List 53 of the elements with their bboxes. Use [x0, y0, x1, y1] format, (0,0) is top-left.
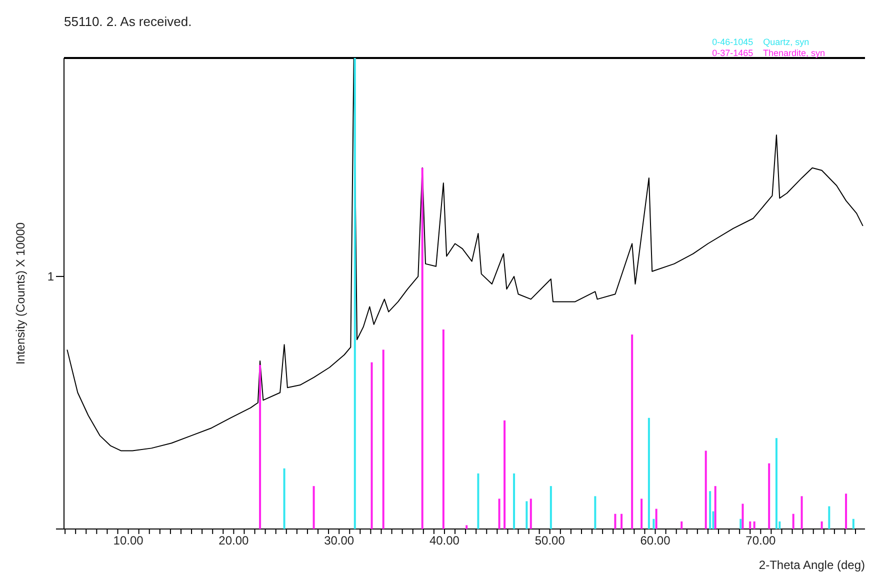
bar — [640, 498, 643, 529]
bar — [498, 498, 500, 529]
y-axis-title: Intensity (Counts) X 10000 — [13, 222, 28, 365]
bar — [753, 521, 756, 529]
bar — [477, 473, 480, 529]
bar — [768, 463, 770, 529]
x-tick-label: 50.00 — [534, 534, 566, 548]
bar — [513, 473, 516, 529]
bar — [648, 418, 650, 529]
bar — [775, 438, 778, 529]
text: 0-46-1045 Quartz, syn — [712, 37, 810, 48]
x-tick-label: 20.00 — [218, 534, 250, 548]
bar — [740, 518, 742, 529]
bar — [714, 486, 716, 529]
bar — [504, 420, 506, 529]
bar — [680, 521, 683, 529]
bar — [614, 514, 616, 529]
bar — [594, 496, 596, 529]
bar — [631, 334, 634, 529]
bar — [828, 506, 830, 529]
bar — [283, 468, 286, 529]
bar — [845, 494, 848, 529]
bar — [382, 350, 384, 529]
chart-title: 55110. 2. As received. — [64, 14, 192, 29]
bar — [655, 508, 658, 529]
bar — [709, 491, 712, 529]
bar — [852, 518, 854, 529]
bar — [442, 329, 444, 529]
bar — [421, 168, 424, 529]
bar — [259, 364, 262, 529]
x-tick-label: 40.00 — [429, 534, 460, 548]
bar — [742, 504, 744, 529]
bar — [466, 525, 468, 529]
bar — [550, 486, 552, 529]
bar — [526, 501, 528, 529]
bar — [800, 496, 803, 529]
bar — [312, 486, 315, 529]
bar — [530, 498, 532, 529]
x-tick-label: 70.00 — [746, 534, 776, 548]
x-axis-title: 2-Theta Angle (deg) — [758, 558, 865, 572]
x-tick-label: 10.00 — [113, 534, 144, 548]
bar — [652, 518, 655, 529]
bar — [820, 521, 823, 529]
y-tick-label: 1 — [47, 270, 54, 284]
x-tick-label: 30.00 — [324, 534, 354, 548]
bar — [749, 521, 752, 529]
x-tick-label: 60.00 — [640, 534, 671, 548]
bar — [620, 514, 623, 529]
bar — [354, 58, 356, 529]
text: 0-37-1465 Thenardite, syn — [712, 48, 825, 59]
bar — [792, 514, 794, 529]
bar — [704, 450, 707, 529]
bar — [370, 362, 373, 529]
